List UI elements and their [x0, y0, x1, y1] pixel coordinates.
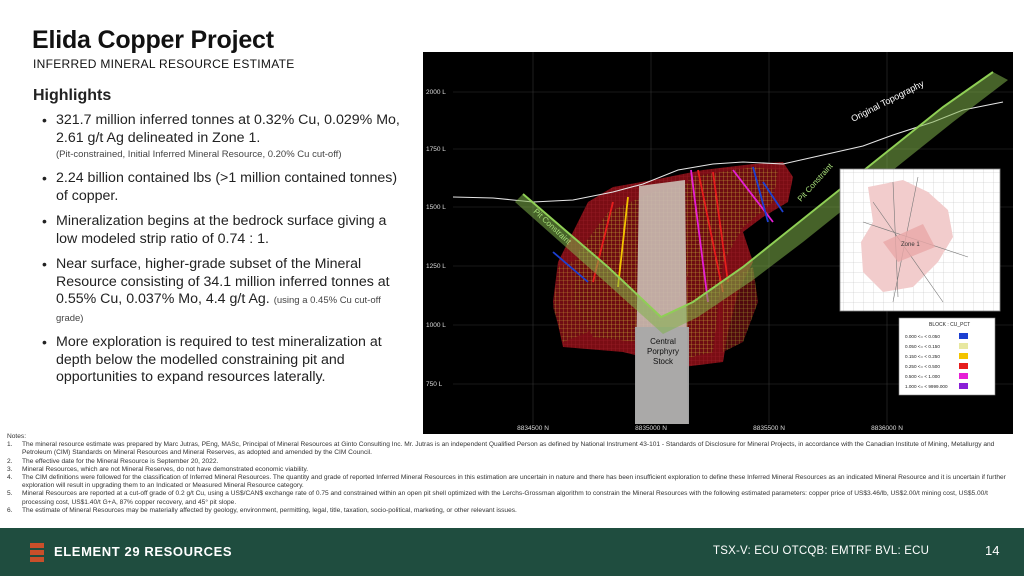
highlight-note: (using a 0.45% Cu cut-off grade)	[56, 295, 381, 324]
footer-bar: ELEMENT 29 RESOURCES TSX-V: ECU OTCQB: E…	[0, 528, 1024, 576]
elevation-label: 1250 L	[426, 263, 446, 270]
northing-label: 8836000 N	[871, 425, 903, 432]
highlight-text: Near surface, higher-grade subset of the…	[56, 256, 390, 307]
elevation-labels: 2000 L 1750 L 1500 L 1250 L 1000 L 750 L	[426, 89, 446, 388]
resource-cross-section-figure: Central Porphyry Stock Original Topograp…	[423, 52, 1013, 434]
legend-range: 0.250 <= < 0.500	[905, 364, 940, 369]
note-number: 4.	[7, 474, 13, 482]
legend-range: 1.000 <= < 9999.000	[905, 384, 948, 389]
elevation-label: 2000 L	[426, 89, 446, 96]
stock-tickers: TSX-V: ECU OTCQB: EMTRF BVL: ECU	[713, 545, 930, 557]
elevation-label: 1750 L	[426, 146, 446, 153]
highlight-note: (Pit-constrained, Initial Inferred Miner…	[56, 149, 342, 160]
note-item: 5. Mineral Resources are reported at a cu…	[7, 490, 1012, 506]
bullet-icon: •	[42, 170, 47, 186]
northing-label: 8835000 N	[635, 425, 667, 432]
legend-title: BLOCK : CU_PCT	[929, 322, 970, 328]
note-text: The CIM definitions were followed for th…	[22, 474, 1006, 490]
highlight-item: • Mineralization begins at the bedrock s…	[40, 213, 410, 248]
footnotes: Notes: 1. The mineral resource estimate w…	[7, 433, 1012, 515]
highlight-text: Mineralization begins at the bedrock sur…	[56, 213, 387, 247]
legend-range: 0.050 <= < 0.150	[905, 344, 940, 349]
note-text: The mineral resource estimate was prepar…	[22, 441, 995, 457]
highlight-text: 2.24 billion contained lbs (>1 million c…	[56, 170, 398, 204]
company-logo-icon	[30, 543, 44, 562]
highlight-text: More exploration is required to test min…	[56, 334, 382, 385]
elevation-label: 1500 L	[426, 204, 446, 211]
legend-swatch	[959, 363, 968, 369]
highlight-item: • Near surface, higher-grade subset of t…	[40, 256, 410, 326]
note-item: 4. The CIM definitions were followed for …	[7, 474, 1012, 490]
cross-section-svg: Central Porphyry Stock Original Topograp…	[426, 52, 1013, 432]
grade-legend: BLOCK : CU_PCT 0.000 <= < 0.050 0.050 <=…	[898, 317, 996, 396]
legend-swatch	[959, 333, 968, 339]
company-name: ELEMENT 29 RESOURCES	[54, 544, 233, 559]
bullet-icon: •	[42, 213, 47, 229]
highlight-text: 321.7 million inferred tonnes at 0.32% C…	[56, 112, 400, 146]
highlight-item: • 2.24 billion contained lbs (>1 million…	[40, 170, 410, 205]
note-text: The effective date for the Mineral Resou…	[22, 457, 219, 465]
pit-constraint-label-left: Pit Constraint	[532, 207, 574, 247]
northing-labels: 8834500 N 8835000 N 8835500 N 8836000 N	[517, 425, 903, 432]
note-number: 1.	[7, 441, 13, 449]
stock-label-3: Stock	[653, 357, 674, 366]
elevation-label: 1000 L	[426, 322, 446, 329]
bullet-icon: •	[42, 112, 47, 128]
note-item: 1. The mineral resource estimate was prep…	[7, 441, 1012, 457]
bullet-icon: •	[42, 256, 47, 272]
note-number: 5.	[7, 490, 13, 498]
pit-constraint	[515, 71, 1008, 334]
highlights-heading: Highlights	[33, 87, 112, 104]
central-porphyry-stock: Central Porphyry Stock	[635, 180, 689, 424]
drill-holes	[552, 166, 784, 303]
slide-subtitle: INFERRED MINERAL RESOURCE ESTIMATE	[33, 57, 295, 71]
note-number: 3.	[7, 465, 13, 473]
inset-plan-map: Zone 1	[839, 168, 1001, 312]
page-number: 14	[985, 543, 1000, 558]
legend-swatch	[959, 343, 968, 349]
legend-range: 0.150 <= < 0.250	[905, 354, 940, 359]
note-item: 3. Mineral Resources, which are not Miner…	[7, 466, 1012, 474]
note-text: Mineral Resources, which are not Mineral…	[22, 465, 309, 473]
note-item: 6. The estimate of Mineral Resources may …	[7, 507, 1012, 515]
slide-title: Elida Copper Project	[32, 26, 274, 54]
legend-range: 0.000 <= < 0.050	[905, 334, 940, 339]
legend-swatch	[959, 353, 968, 359]
note-text: The estimate of Mineral Resources may be…	[22, 506, 517, 514]
highlight-item: • More exploration is required to test m…	[40, 334, 410, 387]
note-number: 2.	[7, 457, 13, 465]
notes-list: 1. The mineral resource estimate was prep…	[7, 441, 1012, 515]
note-number: 6.	[7, 506, 13, 514]
notes-title: Notes:	[7, 433, 27, 440]
legend-swatch	[959, 383, 968, 389]
original-topography-line	[452, 101, 1004, 203]
northing-label: 8834500 N	[517, 425, 549, 432]
note-item: 2. The effective date for the Mineral Res…	[7, 458, 1012, 466]
inset-zone-label: Zone 1	[901, 242, 920, 248]
northing-label: 8835500 N	[753, 425, 785, 432]
elevation-label: 750 L	[426, 381, 443, 388]
note-text: Mineral Resources are reported at a cut-…	[22, 490, 989, 506]
topography-label: Original Topography	[849, 78, 926, 124]
bullet-icon: •	[42, 334, 47, 350]
highlight-item: • 321.7 million inferred tonnes at 0.32%…	[40, 112, 410, 162]
highlights-list: • 321.7 million inferred tonnes at 0.32%…	[40, 112, 410, 395]
legend-swatch	[959, 373, 968, 379]
legend-range: 0.500 <= < 1.000	[905, 374, 940, 379]
stock-label-1: Central	[650, 337, 676, 346]
stock-label-2: Porphyry	[647, 347, 679, 356]
